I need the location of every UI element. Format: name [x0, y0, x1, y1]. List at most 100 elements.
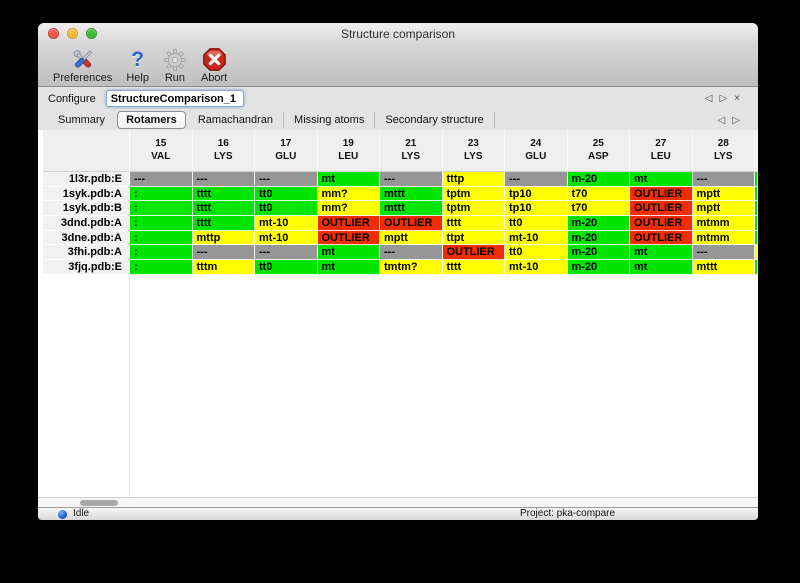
horizontal-scrollbar[interactable] — [38, 497, 758, 507]
rotamer-cell[interactable]: OUTLIER — [442, 245, 505, 261]
rotamer-cell[interactable]: : — [130, 186, 193, 202]
rotamer-cell[interactable]: : — [130, 230, 193, 246]
rotamer-cell[interactable]: mt — [630, 260, 693, 275]
rotamer-cell[interactable]: OUTLIER — [317, 216, 380, 231]
rotamer-cell[interactable]: tmtm? — [380, 260, 443, 275]
rotamer-cell[interactable]: : — [130, 216, 193, 231]
rotamer-cell[interactable]: tt0 — [255, 186, 318, 202]
rotamer-cell[interactable]: mt — [317, 260, 380, 275]
minimize-window-button[interactable] — [67, 28, 78, 39]
rotamer-cell[interactable]: tptm — [442, 201, 505, 217]
title-bar[interactable]: Structure comparison — [38, 23, 758, 45]
rotamer-cell[interactable]: OUTLIER — [317, 230, 380, 246]
row-header[interactable]: 3dnd.pdb:A — [43, 216, 130, 231]
rotamer-cell[interactable]: --- — [692, 172, 755, 187]
abort-button[interactable]: Abort — [198, 47, 230, 84]
rotamer-cell[interactable]: m-20 — [567, 245, 630, 261]
rotamer-cell[interactable]: tttp — [442, 172, 505, 187]
rotamer-cell[interactable]: --- — [130, 172, 193, 187]
rotamer-cell[interactable]: tt0 — [255, 260, 318, 275]
rotamer-cell[interactable]: mt — [317, 245, 380, 261]
rotamer-cell[interactable]: tttt — [192, 201, 255, 217]
rotamer-cell[interactable]: mt — [630, 245, 693, 261]
row-header[interactable]: 1syk.pdb:A — [43, 186, 130, 202]
rotamer-cell[interactable]: tptm — [442, 186, 505, 202]
rotamer-cell[interactable]: tttt — [192, 186, 255, 202]
rotamer-cell[interactable]: --- — [192, 245, 255, 261]
rotamer-cell[interactable]: tt0 — [505, 245, 568, 261]
prev-configuration-icon[interactable]: ◁ — [704, 93, 713, 104]
rotamer-cell[interactable]: --- — [692, 245, 755, 261]
rotamer-cell[interactable]: mt-10 — [255, 216, 318, 231]
column-header[interactable]: 15 VAL — [130, 130, 193, 172]
rotamer-cell[interactable]: tt0 — [505, 216, 568, 231]
tab-ramachandran[interactable]: Ramachandran — [188, 112, 285, 128]
rotamer-cell[interactable]: tttt — [442, 216, 505, 231]
rotamer-cell[interactable]: mtmm — [692, 230, 755, 246]
rotamer-cell[interactable]: t70 — [567, 186, 630, 202]
rotamer-cell[interactable]: OUTLIER — [630, 216, 693, 231]
column-header[interactable]: 21 LYS — [380, 130, 443, 172]
rotamer-cell[interactable]: m-20 — [567, 230, 630, 246]
rotamer-cell[interactable]: mptt — [380, 230, 443, 246]
rotamer-cell[interactable]: mptt — [692, 201, 755, 217]
rotamer-cell[interactable]: m-20 — [567, 172, 630, 187]
rotamer-cell[interactable]: mptt — [692, 186, 755, 202]
help-button[interactable]: ? Help — [123, 47, 152, 85]
rotamer-cell[interactable]: mt — [630, 172, 693, 187]
rotamer-cell[interactable]: : — [130, 245, 193, 261]
rotamer-cell[interactable]: --- — [380, 172, 443, 187]
run-button[interactable]: Run — [160, 47, 190, 84]
rotamer-cell[interactable]: mm? — [317, 186, 380, 202]
tab-summary[interactable]: Summary — [58, 114, 106, 126]
rotamer-cell[interactable]: mt-10 — [255, 230, 318, 246]
rotamer-cell[interactable]: OUTLIER — [630, 186, 693, 202]
rotamer-cell[interactable]: : — [130, 201, 193, 217]
rotamer-cell[interactable]: tp10 — [505, 201, 568, 217]
rotamer-cell[interactable]: tttm — [192, 260, 255, 275]
column-header[interactable]: 23 LYS — [442, 130, 505, 172]
rotamer-cell[interactable]: mt-10 — [505, 260, 568, 275]
row-header[interactable]: 3fjq.pdb:E — [43, 260, 130, 275]
row-header[interactable]: 3fhi.pdb:A — [43, 245, 130, 261]
rotamer-cell[interactable]: tttt — [192, 216, 255, 231]
horizontal-scrollbar-thumb[interactable] — [80, 500, 118, 506]
rotamer-cell[interactable]: m-20 — [567, 260, 630, 275]
next-tab-icon[interactable]: ▷ — [732, 114, 740, 126]
row-header[interactable]: 1l3r.pdb:E — [43, 172, 130, 187]
rotamer-cell[interactable]: --- — [255, 172, 318, 187]
next-configuration-icon[interactable]: ▷ — [719, 93, 728, 104]
column-header[interactable]: 19 LEU — [317, 130, 380, 172]
tab-secondary-structure[interactable]: Secondary structure — [375, 112, 495, 128]
rotamer-cell[interactable]: tttt — [442, 260, 505, 275]
rotamer-cell[interactable]: ttpt — [442, 230, 505, 246]
rotamer-cell[interactable]: mttt — [380, 186, 443, 202]
column-header[interactable]: 28 LYS — [692, 130, 755, 172]
row-header[interactable]: 3dne.pdb:A — [43, 230, 130, 246]
prev-tab-icon[interactable]: ◁ — [717, 114, 726, 126]
tab-rotamers[interactable]: Rotamers — [117, 111, 186, 129]
tab-missing-atoms[interactable]: Missing atoms — [284, 112, 376, 128]
close-window-button[interactable] — [48, 28, 59, 39]
rotamer-cell[interactable]: mt — [317, 172, 380, 187]
rotamer-cell[interactable]: --- — [192, 172, 255, 187]
rotamer-cell[interactable]: mttp — [192, 230, 255, 246]
column-header[interactable]: 16 LYS — [192, 130, 255, 172]
row-header[interactable]: 1syk.pdb:B — [43, 201, 130, 217]
column-header[interactable]: 27 LEU — [630, 130, 693, 172]
rotamer-cell[interactable]: tt0 — [255, 201, 318, 217]
configure-name-field[interactable] — [105, 90, 244, 107]
column-header[interactable]: 17 GLU — [255, 130, 318, 172]
rotamer-cell[interactable]: --- — [255, 245, 318, 261]
rotamer-cell[interactable]: --- — [505, 172, 568, 187]
rotamer-cell[interactable]: mttt — [692, 260, 755, 275]
rotamer-cell[interactable]: t70 — [567, 201, 630, 217]
rotamer-cell[interactable]: mm? — [317, 201, 380, 217]
rotamer-cell[interactable]: tp10 — [505, 186, 568, 202]
rotamer-cell[interactable]: OUTLIER — [630, 201, 693, 217]
close-configuration-icon[interactable]: × — [734, 93, 740, 104]
zoom-window-button[interactable] — [86, 28, 97, 39]
rotamer-cell[interactable]: mt-10 — [505, 230, 568, 246]
preferences-button[interactable]: Preferences — [50, 47, 115, 84]
rotamer-cell[interactable]: --- — [380, 245, 443, 261]
